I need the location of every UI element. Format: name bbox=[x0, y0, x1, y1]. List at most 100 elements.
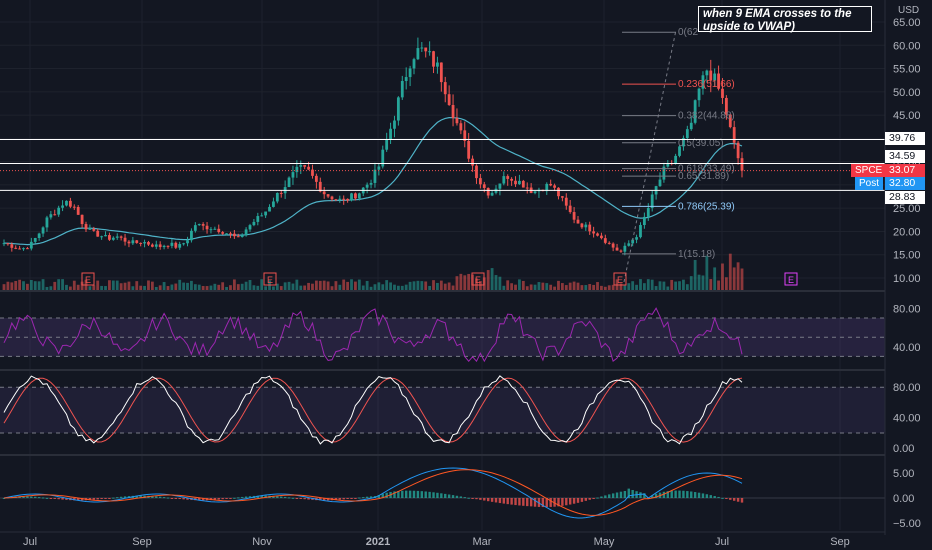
candle-body bbox=[607, 242, 611, 244]
y-axis: 65.0060.0055.0050.0045.0040.0035.0030.00… bbox=[884, 0, 921, 535]
volume-bar bbox=[342, 279, 346, 290]
volume-bar bbox=[396, 285, 400, 290]
volume-bar bbox=[701, 275, 705, 290]
volume-bar bbox=[541, 282, 545, 290]
candle-body bbox=[318, 181, 322, 192]
volume-bar bbox=[478, 281, 482, 290]
volume-bar bbox=[432, 280, 435, 290]
fib-label: 0(62 bbox=[678, 27, 698, 38]
volume-bar bbox=[545, 283, 549, 290]
candle-body bbox=[560, 196, 564, 198]
candle-body bbox=[572, 212, 576, 220]
volume-bar bbox=[108, 280, 111, 290]
volume-bar bbox=[88, 286, 92, 290]
macd-histogram-bar bbox=[572, 498, 576, 504]
candle-body bbox=[393, 120, 396, 129]
volume-bar bbox=[494, 275, 498, 290]
macd-histogram-bar bbox=[420, 491, 424, 498]
volume-bar bbox=[611, 284, 615, 290]
candle-body bbox=[482, 184, 486, 188]
volume-bar bbox=[365, 280, 369, 290]
volume-bar bbox=[162, 282, 166, 290]
volume-bar bbox=[576, 282, 580, 290]
candle-body bbox=[170, 242, 174, 246]
macd-histogram-bar bbox=[34, 496, 37, 498]
candle-body bbox=[662, 166, 666, 180]
candle-body bbox=[53, 214, 57, 216]
candle-body bbox=[502, 176, 506, 184]
annotation-box[interactable]: when 9 EMA crosses to the upside to VWAP… bbox=[698, 6, 872, 33]
volume-bar bbox=[314, 280, 318, 290]
volume-bar bbox=[272, 286, 275, 290]
candle-body bbox=[178, 244, 182, 248]
candle-body bbox=[631, 239, 635, 244]
volume-bar bbox=[408, 281, 412, 290]
macd-histogram-bar bbox=[467, 497, 470, 499]
volume-bar bbox=[139, 285, 143, 290]
candle-body bbox=[373, 169, 377, 183]
volume-bar bbox=[514, 284, 517, 290]
x-tick-label: 2021 bbox=[366, 536, 390, 548]
volume-bar bbox=[291, 283, 295, 290]
volume-bar bbox=[627, 283, 631, 290]
candle-body bbox=[400, 80, 404, 98]
macd-histogram-bar bbox=[533, 498, 537, 507]
macd-histogram-bar bbox=[37, 497, 41, 499]
volume-bar bbox=[307, 282, 310, 290]
macd-histogram-bar bbox=[53, 498, 56, 499]
volume-bar bbox=[732, 267, 736, 290]
volume-bar bbox=[236, 284, 240, 290]
volume-bar bbox=[603, 286, 607, 290]
candle-body bbox=[162, 245, 166, 248]
candle-body bbox=[357, 193, 361, 199]
volume-bar bbox=[646, 279, 650, 290]
macd-histogram-bar bbox=[486, 498, 490, 502]
macd-histogram-bar bbox=[166, 497, 170, 499]
candle-body bbox=[396, 97, 400, 121]
candle-body bbox=[279, 192, 283, 194]
volume-bar bbox=[682, 279, 685, 290]
volume-bar bbox=[170, 284, 174, 290]
volume-bar bbox=[635, 284, 638, 290]
macd-histogram-bar bbox=[248, 496, 252, 498]
candle-body bbox=[217, 228, 221, 233]
candle-body bbox=[596, 233, 599, 236]
signal-line bbox=[3, 469, 743, 516]
macd-histogram-bar bbox=[510, 498, 513, 505]
y-tick-label: 20.00 bbox=[893, 226, 921, 238]
volume-bar bbox=[553, 286, 556, 290]
candle-body bbox=[88, 228, 92, 230]
macd-histogram-bar bbox=[670, 490, 673, 498]
macd-histogram-bar bbox=[45, 497, 49, 499]
macd-histogram-bar bbox=[674, 490, 677, 498]
candle-body bbox=[303, 165, 307, 167]
candle-body bbox=[100, 236, 104, 238]
candle-body bbox=[131, 240, 135, 244]
candle-body bbox=[490, 192, 494, 196]
macd-histogram-bar bbox=[80, 498, 84, 501]
volume-bar bbox=[471, 274, 474, 290]
macd-histogram-bar bbox=[506, 498, 509, 505]
macd-histogram-bar bbox=[41, 497, 45, 499]
candle-body bbox=[478, 178, 482, 185]
candle-body bbox=[45, 217, 49, 228]
candle-body bbox=[96, 230, 100, 237]
candle-body bbox=[311, 169, 314, 176]
macd-histogram-bar bbox=[244, 496, 248, 498]
macd-histogram-bar bbox=[186, 498, 189, 500]
macd-histogram-bar bbox=[295, 498, 299, 499]
candle-body bbox=[404, 77, 408, 81]
macd-histogram-bar bbox=[303, 498, 306, 500]
volume-bar bbox=[127, 281, 131, 290]
macd-histogram-bar bbox=[588, 498, 591, 500]
volume-bar bbox=[26, 283, 29, 290]
candle-body bbox=[201, 224, 205, 226]
volume-bar bbox=[685, 284, 689, 290]
candle-body bbox=[471, 158, 474, 166]
volume-bar bbox=[592, 284, 596, 290]
volume-bar bbox=[705, 255, 709, 290]
x-tick-label: Jul bbox=[23, 536, 37, 548]
macd-histogram-bar bbox=[463, 497, 466, 499]
macd-histogram-bar bbox=[451, 495, 455, 498]
